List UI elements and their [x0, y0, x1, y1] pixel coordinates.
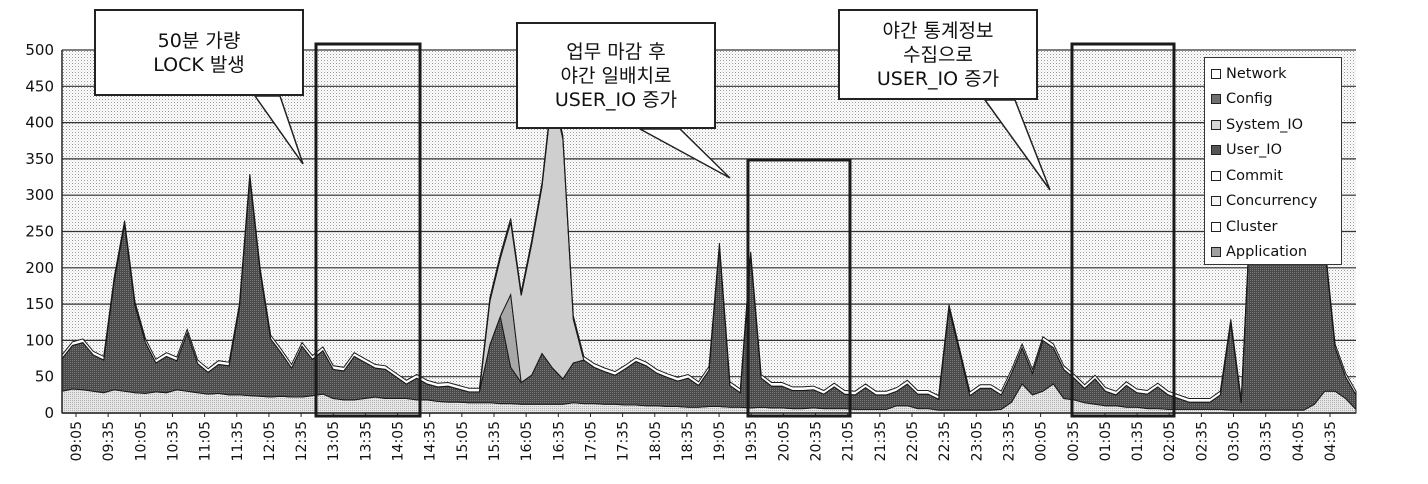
- x-tick-label: 04:05: [1291, 421, 1307, 461]
- x-tick-label: 02:35: [1194, 421, 1210, 461]
- highlight-box: [1070, 42, 1176, 418]
- legend-item-cluster: Cluster: [1211, 214, 1341, 240]
- y-tick-label: 50: [35, 368, 54, 386]
- x-tick-label: 13:05: [326, 421, 342, 461]
- annotation-lock: 50분 가량 LOCK 발생: [94, 9, 304, 96]
- x-tick-label: 16:05: [519, 421, 535, 461]
- legend-swatch: [1211, 145, 1221, 156]
- legend-label: Commit: [1226, 167, 1283, 184]
- area-series-commit: [61, 63, 1357, 403]
- x-tick-label: 23:35: [1001, 421, 1017, 461]
- legend-item-application: Application: [1211, 240, 1341, 266]
- legend-swatch: [1211, 221, 1221, 232]
- x-tick-label: 14:05: [391, 421, 407, 461]
- annotation-line: USER_IO 증가: [554, 88, 678, 111]
- x-tick-label: 17:35: [616, 421, 632, 461]
- y-tick-label: 500: [25, 41, 54, 59]
- x-tick-label: 18:05: [648, 421, 664, 461]
- x-tick-label: 10:35: [165, 421, 181, 461]
- x-tick-label: 12:05: [262, 421, 278, 461]
- annotation-batch-userio: 업무 마감 후 야간 일배치로 USER_IO 증가: [516, 22, 716, 129]
- legend-label: Config: [1226, 91, 1273, 108]
- annotation-line: USER_IO 증가: [876, 67, 1000, 90]
- annotation-stats-userio: 야간 통계정보 수집으로 USER_IO 증가: [838, 9, 1038, 100]
- x-tick-label: 02:05: [1162, 421, 1178, 461]
- legend-item-user-io: User_IO: [1211, 138, 1341, 164]
- highlight-box: [314, 42, 422, 418]
- y-tick-label: 350: [25, 150, 54, 168]
- x-tick-label: 01:05: [1098, 421, 1114, 461]
- legend-item-network: Network: [1211, 61, 1341, 87]
- legend-label: User_IO: [1226, 142, 1282, 159]
- x-tick-label: 15:35: [487, 421, 503, 461]
- legend-label: System_IO: [1226, 116, 1304, 133]
- x-tick-label: 15:05: [455, 421, 471, 461]
- x-tick-label: 00:05: [1034, 421, 1050, 461]
- x-tick-label: 13:35: [358, 421, 374, 461]
- callout-pointer: [253, 95, 304, 165]
- annotation-line: 야간 일배치로: [560, 64, 672, 87]
- x-tick-label: 09:35: [101, 421, 117, 461]
- x-tick-label: 03:05: [1227, 421, 1243, 461]
- legend-label: Network: [1226, 65, 1287, 82]
- callout-pointer: [983, 99, 1051, 191]
- x-tick-label: 14:35: [423, 421, 439, 461]
- x-tick-label: 11:35: [230, 421, 246, 461]
- x-tick-label: 01:35: [1130, 421, 1146, 461]
- annotation-line: 수집으로: [903, 43, 973, 66]
- x-tick-label: 16:35: [551, 421, 567, 461]
- annotation-line: 야간 통계정보: [882, 19, 994, 42]
- x-tick-label: 17:05: [583, 421, 599, 461]
- callout-pointer: [639, 128, 731, 179]
- x-tick-label: 12:35: [294, 421, 310, 461]
- x-tick-label: 21:05: [841, 421, 857, 461]
- x-tick-label: 18:35: [680, 421, 696, 461]
- legend-swatch: [1211, 196, 1221, 207]
- legend-item-config: Config: [1211, 87, 1341, 113]
- legend-swatch: [1211, 119, 1221, 130]
- x-tick-label: 04:35: [1323, 421, 1339, 461]
- legend-item-concurrency: Concurrency: [1211, 189, 1341, 215]
- legend-label: Application: [1226, 244, 1308, 261]
- x-tick-label: 21:35: [873, 421, 889, 461]
- y-tick-label: 400: [25, 114, 54, 132]
- legend-swatch: [1211, 170, 1221, 181]
- legend-item-system-io: System_IO: [1211, 112, 1341, 138]
- y-tick-label: 100: [25, 331, 54, 349]
- legend-item-commit: Commit: [1211, 163, 1341, 189]
- legend-label: Cluster: [1226, 218, 1278, 235]
- x-tick-label: 20:35: [809, 421, 825, 461]
- annotation-line: 업무 마감 후: [566, 40, 666, 63]
- y-tick-label: 250: [25, 223, 54, 241]
- y-tick-label: 200: [25, 259, 54, 277]
- y-tick-label: 0: [44, 404, 54, 422]
- x-tick-label: 19:05: [712, 421, 728, 461]
- legend-swatch: [1211, 68, 1221, 79]
- x-tick-label: 11:05: [198, 421, 214, 461]
- x-tick-label: 20:05: [776, 421, 792, 461]
- legend-swatch: [1211, 247, 1221, 258]
- y-tick-label: 150: [25, 295, 54, 313]
- legend-label: Concurrency: [1226, 193, 1318, 210]
- chart-legend: Network Config System_IO User_IO Commit …: [1204, 57, 1342, 265]
- highlight-box: [746, 158, 852, 418]
- x-tick-label: 09:05: [69, 421, 85, 461]
- x-tick-label: 23:05: [969, 421, 985, 461]
- x-tick-label: 22:35: [937, 421, 953, 461]
- annotation-line: 50분 가량: [157, 29, 241, 52]
- y-tick-label: 300: [25, 186, 54, 204]
- x-tick-label: 22:05: [905, 421, 921, 461]
- x-tick-label: 19:35: [744, 421, 760, 461]
- legend-swatch: [1211, 94, 1221, 105]
- x-tick-label: 03:35: [1259, 421, 1275, 461]
- y-tick-label: 450: [25, 77, 54, 95]
- x-tick-label: 10:05: [133, 421, 149, 461]
- annotation-line: LOCK 발생: [153, 53, 245, 76]
- x-tick-label: 00:35: [1066, 421, 1082, 461]
